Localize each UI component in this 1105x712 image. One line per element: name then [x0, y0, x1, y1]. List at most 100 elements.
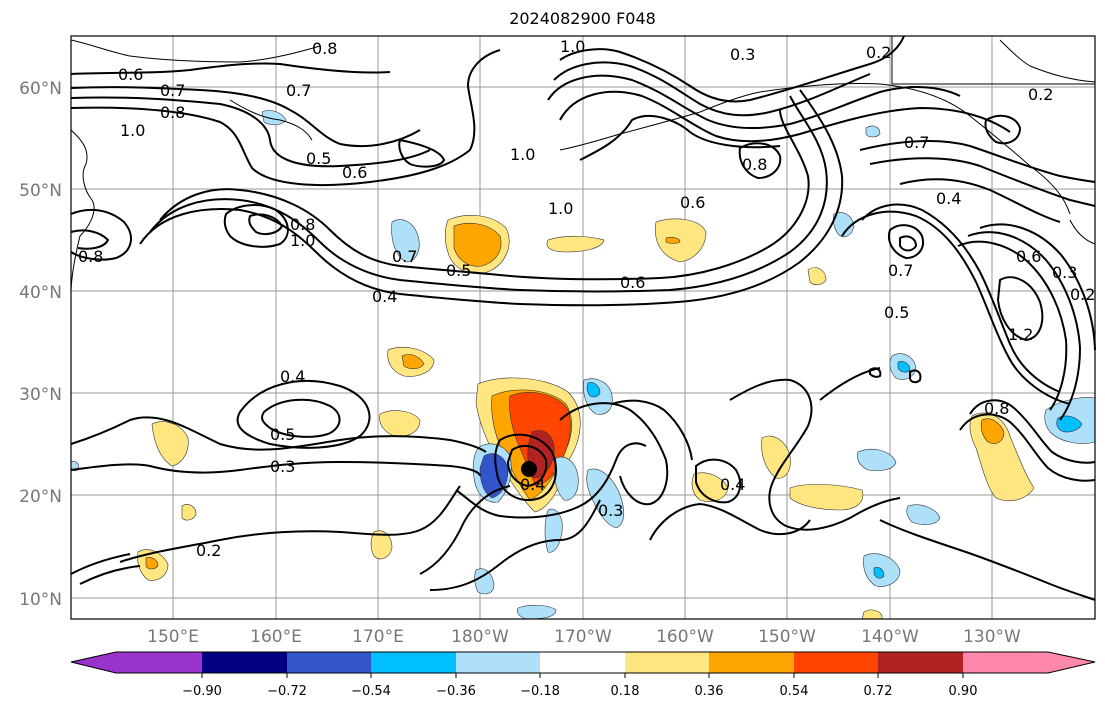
colorbar-tick-label: 0.18 [611, 684, 640, 699]
contour-label: 0.7 [392, 247, 417, 266]
colorbar-extend-max [1048, 652, 1095, 673]
contour-label: 0.8 [78, 247, 103, 266]
shade-negative [873, 567, 885, 579]
colorbar-segment [709, 652, 794, 673]
contour-label: 0.5 [270, 425, 295, 444]
map-frame [70, 35, 1096, 620]
contour-label: 0.2 [196, 541, 221, 560]
shade-negative [261, 110, 287, 126]
colorbar-segment [625, 652, 709, 673]
contour-label: 0.4 [936, 189, 961, 208]
contour-label: 0.2 [866, 43, 891, 62]
contour-label: 0.5 [306, 149, 331, 168]
contour-label: 0.7 [286, 81, 311, 100]
shade-negative [857, 449, 897, 472]
contour-label: 0.5 [884, 303, 909, 322]
contour-label: 0.4 [372, 287, 397, 306]
lat-tick-label: 30°N [19, 385, 62, 405]
map-title: 2024082900 F048 [509, 9, 656, 28]
contour-label: 0.8 [312, 39, 337, 58]
shade-positive [453, 223, 502, 267]
lon-tick-label: 170°E [352, 627, 404, 647]
contour-label: 0.4 [520, 475, 545, 494]
contour-label: 0.6 [1016, 247, 1041, 266]
lon-tick-label: 160°W [656, 627, 714, 647]
contour-label: 0.5 [446, 261, 471, 280]
colorbar-segment [963, 652, 1048, 673]
shade-negative [479, 453, 509, 499]
contour-label: 0.7 [904, 133, 929, 152]
contour-label: 0.8 [742, 155, 767, 174]
shade-positive [980, 418, 1005, 444]
contour-label: 0.4 [720, 475, 745, 494]
shade-positive [370, 530, 393, 560]
shade-negative [865, 125, 881, 138]
colorbar-segment [116, 652, 202, 673]
shade-negative [832, 212, 855, 238]
colorbar-tick-label: 0.36 [695, 684, 724, 699]
lon-tick-label: 170°W [554, 627, 612, 647]
lat-tick-label: 10°N [19, 590, 62, 610]
colorbar-extend-min [71, 652, 116, 673]
colorbar-tick-label: −0.72 [267, 684, 307, 699]
shade-negative [586, 468, 625, 529]
colorbar-segment [456, 652, 540, 673]
shade-negative [1056, 415, 1083, 433]
colorbar-tick-label: 0.54 [780, 684, 809, 699]
shade-positive [546, 235, 605, 253]
lon-tick-label: 140°W [861, 627, 919, 647]
colorbar-segment [202, 652, 287, 673]
colorbar-tick-label: 0.90 [949, 684, 978, 699]
contour-labels: 0.6 0.7 0.8 1.0 0.7 0.5 0.6 0.8 1.0 1.0 … [78, 37, 1095, 560]
shade-negative [897, 361, 911, 373]
colorbar-segment [794, 652, 878, 673]
contour-label: 1.0 [120, 121, 145, 140]
shade-positive [151, 421, 189, 467]
shade-positive [761, 435, 791, 479]
contour-label: 0.6 [342, 163, 367, 182]
contour-label: 1.0 [560, 37, 585, 56]
colorbar-tick-label: −0.18 [520, 684, 560, 699]
lon-tick-label: 130°W [963, 627, 1021, 647]
lat-tick-label: 40°N [19, 283, 62, 303]
contour-label: 0.3 [270, 457, 295, 476]
coastlines [70, 36, 1096, 291]
contour-label: 0.3 [598, 501, 623, 520]
shade-positive [401, 354, 425, 370]
shade-positive [379, 410, 421, 437]
lat-tick-label: 20°N [19, 487, 62, 507]
contour-label: 0.3 [1052, 263, 1077, 282]
lat-tick-label: 50°N [19, 181, 62, 201]
lon-tick-label: 180°W [451, 627, 509, 647]
colorbar-tick-label: 0.72 [864, 684, 893, 699]
shade-positive [691, 472, 729, 502]
contour-label: 0.8 [290, 215, 315, 234]
colorbar-tick-label: −0.90 [182, 684, 222, 699]
colorbar-segment [287, 652, 371, 673]
latitude-ticks: 60°N 50°N 40°N 30°N 20°N 10°N [19, 79, 62, 610]
lon-tick-label: 160°E [250, 627, 302, 647]
shade-negative [391, 219, 420, 263]
colorbar-segment [371, 652, 456, 673]
shade-positive [181, 504, 197, 521]
contour-label: 1.0 [290, 231, 315, 250]
shade-positive [655, 218, 707, 263]
contour-label: 0.6 [620, 273, 645, 292]
longitude-ticks: 150°E 160°E 170°E 180°W 170°W 160°W 150°… [147, 627, 1021, 647]
shade-negative [586, 382, 601, 398]
contour-label: 0.8 [160, 103, 185, 122]
lon-tick-label: 150°E [147, 627, 199, 647]
contour-lines [70, 35, 1096, 601]
contour-label: 0.3 [730, 45, 755, 64]
contour-label: 0.4 [280, 367, 305, 386]
contour-label: 0.7 [888, 261, 913, 280]
shade-positive [665, 236, 681, 244]
lat-tick-label: 60°N [19, 79, 62, 99]
contour-label: 0.7 [160, 81, 185, 100]
shade-negative [554, 456, 579, 501]
lon-tick-label: 150°W [758, 627, 816, 647]
contour-label: 0.6 [680, 193, 705, 212]
contour-label: 0.8 [984, 399, 1009, 418]
colorbar: −0.90 −0.72 −0.54 −0.36 −0.18 0.18 0.36 … [70, 651, 1096, 699]
